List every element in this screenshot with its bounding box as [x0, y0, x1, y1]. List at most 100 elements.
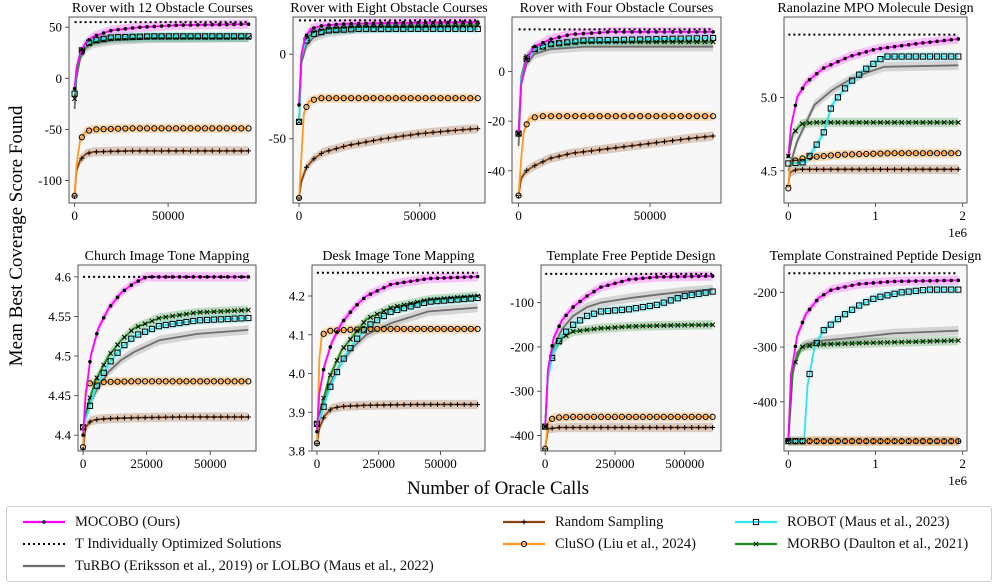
- desk-morbo-marker: [381, 308, 387, 314]
- rover-8-mocobo-marker: [341, 22, 346, 26]
- ranolazine-mocobo-marker: [836, 59, 840, 64]
- desk-random-sampling-marker: [321, 415, 327, 421]
- desk-random-sampling-marker: [401, 402, 407, 408]
- peptide-free-random-sampling-marker: [633, 425, 639, 431]
- rover-12-robot-marker: [71, 90, 78, 97]
- rover-12-mocobo-marker: [159, 24, 164, 28]
- ranolazine-ytick-label: 4.5: [761, 163, 777, 178]
- peptide-free-random-sampling-marker: [563, 425, 569, 431]
- rover-8-cluso-marker: [400, 95, 407, 102]
- rover-12-mocobo-marker: [101, 31, 106, 35]
- ranolazine-robot-marker: [955, 53, 962, 60]
- rover-12-mocobo-marker: [80, 47, 84, 52]
- peptide-free-cluso-marker: [597, 413, 605, 420]
- peptide-constrained-mocobo-marker: [829, 288, 833, 293]
- figure-xlabel: Number of Oracle Calls: [407, 478, 589, 499]
- ranolazine-morbo-marker: [927, 119, 933, 126]
- rover-4-random-sampling-marker: [613, 145, 619, 151]
- peptide-constrained-ytick-label: -200: [753, 285, 777, 300]
- church-random-sampling-marker: [87, 419, 93, 425]
- ranolazine-morbo-marker: [913, 119, 919, 126]
- peptide-constrained-mocobo-marker: [956, 278, 961, 283]
- church-mocobo-line: [82, 275, 249, 436]
- ranolazine-random-sampling-marker: [807, 166, 813, 172]
- desk-morbo-marker: [367, 314, 374, 320]
- ranolazine-robot-marker: [884, 53, 891, 60]
- church-mocobo-marker: [184, 275, 189, 279]
- rover-8-cluso-marker: [325, 95, 332, 102]
- ranolazine-mocobo-marker: [892, 44, 897, 49]
- ranolazine-random-sampling-marker: [877, 166, 883, 172]
- rover-12-mocobo-marker: [94, 33, 99, 38]
- rover-12-random-sampling-marker: [101, 149, 107, 155]
- ranolazine-cluso-marker: [941, 150, 948, 157]
- peptide-free-random-sampling-marker: [661, 425, 667, 431]
- rover-8-mocobo-marker: [319, 24, 324, 28]
- peptide-constrained-xtick-label: 2: [959, 456, 966, 471]
- peptide-constrained-mocobo-marker: [786, 438, 791, 442]
- church-mocobo-marker: [122, 288, 127, 293]
- rover-12-cluso-marker: [136, 125, 143, 132]
- ranolazine-robot-marker: [848, 77, 856, 84]
- ranolazine-xtick-label: 2: [959, 208, 966, 223]
- peptide-constrained-robot-marker: [792, 438, 799, 445]
- ranolazine-robot-marker: [898, 53, 905, 60]
- rover-4-mocobo-marker: [524, 57, 529, 61]
- rover-4-ytick-label: -40: [488, 163, 505, 178]
- church-robot-marker: [197, 317, 204, 324]
- peptide-free-robot-marker: [597, 308, 605, 315]
- peptide-constrained-cluso-marker: [941, 438, 948, 445]
- peptide-free-random-sampling-marker: [605, 425, 611, 431]
- church-cluso-marker: [79, 443, 87, 451]
- rover-12-random-sampling-marker: [151, 148, 157, 154]
- peptide-free-xtick-label: 250000: [595, 456, 634, 471]
- desk-robot-marker: [354, 335, 361, 342]
- ranolazine-turbo-or-lolbo-band: [788, 60, 959, 176]
- peptide-constrained-mocobo-marker: [949, 278, 954, 283]
- peptide-free-robot-marker: [653, 301, 660, 308]
- rover-4-random-sampling-marker: [597, 147, 603, 153]
- peptide-constrained-morbo-marker: [941, 338, 947, 344]
- peptide-constrained-morbo-marker: [849, 340, 855, 346]
- church-robot-marker: [162, 321, 169, 329]
- ranolazine-cluso-marker: [948, 150, 955, 157]
- peptide-constrained-robot-marker: [898, 289, 905, 296]
- church-cluso-marker: [203, 378, 211, 385]
- rover-12-cluso-marker: [122, 125, 129, 132]
- ranolazine-random-sampling-marker: [941, 166, 947, 172]
- ranolazine-cluso-band: [788, 148, 959, 194]
- ranolazine-morbo-marker: [835, 119, 841, 126]
- peptide-constrained-mocobo-marker: [928, 278, 932, 283]
- ranolazine-robot-marker: [799, 159, 806, 166]
- peptide-free-mocobo-marker: [599, 285, 603, 289]
- rover-4-cluso-marker: [710, 113, 717, 120]
- rover-4-cluso-marker: [515, 192, 522, 199]
- rover-4-robot-marker: [685, 35, 692, 42]
- church-cluso-marker: [245, 378, 252, 385]
- rover-8-random-sampling-marker: [430, 129, 436, 135]
- church-robot-marker: [121, 342, 128, 349]
- peptide-free-ytick-label: -300: [510, 384, 534, 399]
- desk-cluso-marker: [313, 440, 321, 447]
- church-morbo-line: [82, 309, 249, 428]
- rover-12-cluso-marker: [143, 125, 151, 132]
- rover-4-robot-marker: [572, 38, 579, 45]
- rover-4-robot-marker: [677, 35, 684, 42]
- ranolazine-cluso-marker: [813, 153, 820, 160]
- peptide-free-morbo-marker: [675, 322, 681, 328]
- legend-marker-robot: [752, 518, 760, 526]
- peptide-constrained-mocobo-marker: [857, 282, 861, 286]
- ranolazine-robot-marker: [863, 65, 870, 72]
- rover-12-mocobo-band: [74, 19, 249, 94]
- rover-4-cluso-marker: [693, 113, 701, 120]
- rover-12-cluso-marker: [165, 125, 172, 132]
- rover-4-random-sampling-marker: [605, 146, 611, 152]
- peptide-free-random-sampling-marker: [556, 425, 562, 431]
- peptide-constrained-morbo-marker: [828, 341, 834, 347]
- desk-mocobo-marker: [348, 310, 353, 314]
- rover-8-robot-marker: [348, 26, 355, 33]
- church-morbo-marker: [101, 362, 107, 368]
- rover-8-random-sampling-marker: [318, 151, 324, 157]
- desk-mocobo-marker: [315, 429, 319, 434]
- rover-4-random-sampling-marker: [564, 151, 570, 157]
